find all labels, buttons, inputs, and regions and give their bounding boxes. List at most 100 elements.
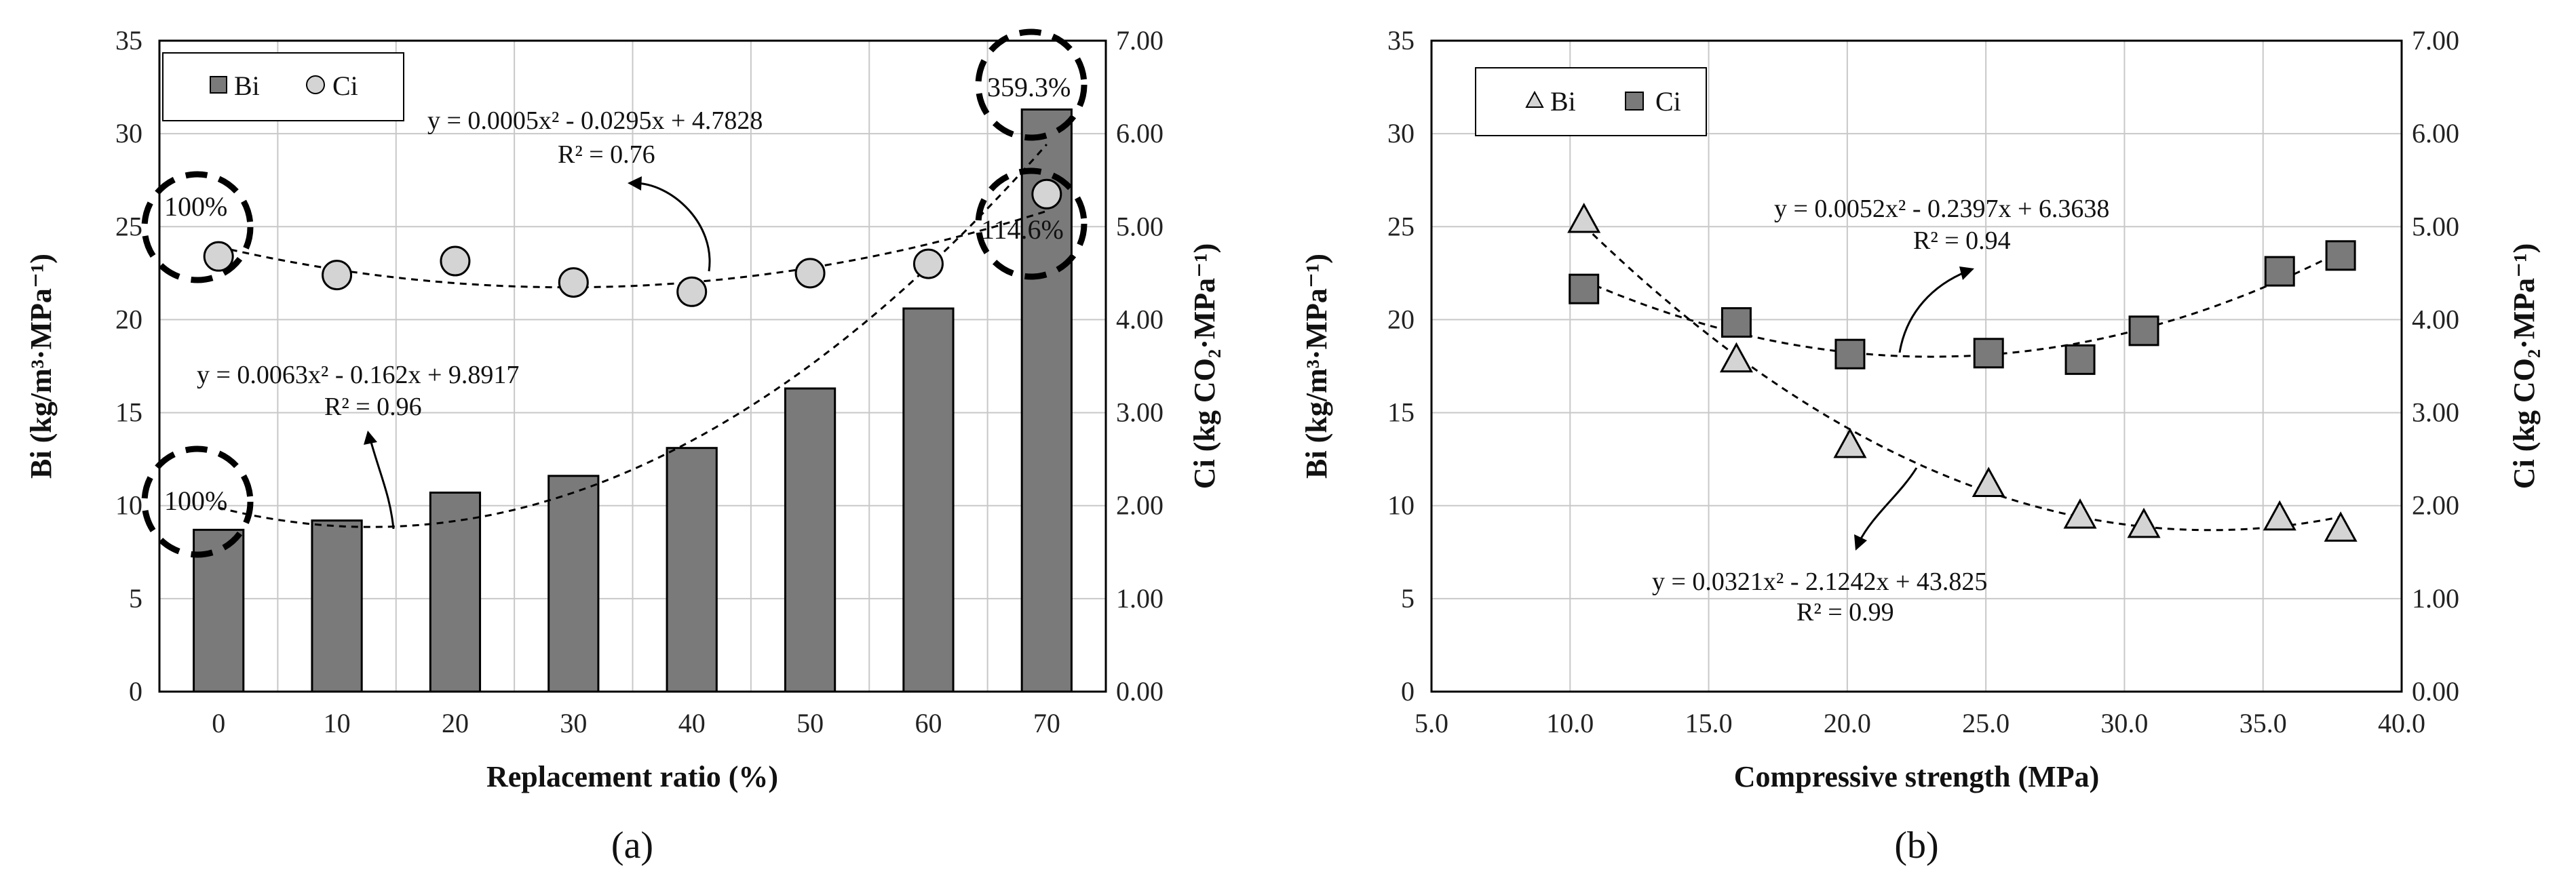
y-axis-title-right-b: Ci (kg CO₂·MPa⁻¹): [2507, 243, 2541, 489]
plot-area-a: [158, 39, 1107, 693]
annotation-359-bi: 359.3%: [987, 72, 1071, 102]
x-tick-label: 50: [796, 708, 824, 738]
x-tick-label: 25.0: [1962, 708, 2010, 738]
marker-bi: [2063, 498, 2097, 529]
legend-triangle-swatch: [1525, 90, 1544, 108]
x-tick-label: 0: [212, 708, 225, 738]
y-tick-label: 5: [1401, 583, 1415, 614]
y-tick-label-right: 2.00: [1116, 490, 1164, 521]
trendlines-a: [218, 144, 1047, 528]
y-tick-label: 0: [129, 676, 142, 707]
y-ticks-left-a: 0 5 10 15 20 25 30 35: [115, 25, 142, 707]
bars-bi: [193, 108, 1073, 693]
trendline-r2-bi: R² = 0.96: [324, 393, 422, 421]
markers-ci: [203, 178, 1062, 307]
y-ticks-left-b: 0 5 10 15 20 25 30 35: [1387, 25, 1415, 707]
marker-bi: [2127, 507, 2161, 538]
marker-ci: [2064, 344, 2096, 375]
y-ticks-right-b: 0.00 1.00 2.00 3.00 4.00 5.00 6.00 7.00: [2412, 25, 2459, 707]
trendline-ci: [218, 210, 1047, 289]
marker-ci: [2264, 256, 2295, 287]
y-tick-label: 35: [115, 25, 142, 56]
y-tick-label-right: 1.00: [1116, 583, 1164, 614]
legend-square-swatch: [1625, 92, 1644, 111]
y-tick-label-right: 1.00: [2412, 583, 2459, 614]
marker-ci: [2325, 240, 2356, 271]
legend-b: Bi Ci: [1475, 67, 1707, 136]
panel-label-a: (a): [611, 825, 653, 867]
y-tick-label: 30: [1387, 118, 1415, 148]
y-tick-label-right: 0.00: [1116, 676, 1164, 707]
marker-bi: [1833, 427, 1867, 458]
marker-bi: [2324, 511, 2358, 542]
x-tick-label: 30: [560, 708, 587, 738]
y-tick-label-right: 6.00: [2412, 118, 2459, 148]
x-tick-label: 10.0: [1546, 708, 1594, 738]
bar-bi: [311, 519, 363, 693]
marker-ci: [2128, 315, 2159, 346]
y-tick-label: 15: [115, 397, 142, 428]
pointer-arrow-ci: [1898, 270, 1968, 353]
y-tick-label: 25: [1387, 211, 1415, 241]
highlight-circle: [141, 171, 254, 283]
x-tick-label: 60: [915, 708, 942, 738]
legend-label-bi: Bi: [234, 71, 260, 101]
y-tick-label-right: 6.00: [1116, 118, 1164, 148]
marker-ci: [1569, 273, 1600, 304]
pointer-arrow-ci: [634, 182, 711, 272]
y-axis-title-left-b: Bi (kg/m³·MPa⁻¹): [1300, 254, 1333, 479]
arrowhead: [1854, 534, 1867, 551]
panel-label-b: (b): [1894, 825, 1938, 867]
x-tick-label: 40: [678, 708, 706, 738]
marker-ci: [794, 258, 826, 289]
legend-label-ci: Ci: [1655, 86, 1681, 117]
trendline-r2-ci: R² = 0.94: [1913, 226, 2011, 255]
y-tick-label-right: 0.00: [2412, 676, 2459, 707]
x-tick-label: 10: [324, 708, 351, 738]
annotation-114-ci: 114.6%: [981, 214, 1064, 245]
legend-box: [1475, 67, 1707, 136]
y-tick-label-right: 3.00: [1116, 397, 1164, 428]
marker-ci: [1031, 178, 1062, 210]
marker-bi: [1567, 202, 1601, 233]
legend-circle-swatch: [306, 75, 325, 94]
bar-bi: [547, 475, 600, 693]
x-tick-label: 35.0: [2239, 708, 2287, 738]
highlight-circle: [975, 167, 1088, 280]
marker-ci: [440, 245, 471, 277]
legend-label-ci: Ci: [332, 71, 358, 101]
y-tick-label: 5: [129, 583, 142, 614]
trendline-equation-ci: y = 0.0005x² - 0.0295x + 4.7828: [427, 106, 763, 135]
y-tick-label: 25: [115, 211, 142, 241]
y-tick-label-right: 7.00: [2412, 25, 2459, 56]
trendline-r2-ci: R² = 0.76: [558, 140, 655, 169]
y-tick-label-right: 4.00: [1116, 304, 1164, 334]
x-tick-label: 20: [442, 708, 469, 738]
pointer-arrow-bi: [368, 437, 395, 530]
x-ticks-b: 5.0 10.0 15.0 20.0 25.0 30.0 35.0 40.0: [1415, 708, 2425, 738]
chart-panel-a: 0 5 10 15 20 25 30 35 0.00 1.00 2.00 3.00 4.00 5.00 6…: [24, 25, 1221, 867]
y-axis-title-left-a: Bi (kg/m³·MPa⁻¹): [24, 254, 58, 479]
trendline-r2-bi: R² = 0.99: [1796, 598, 1894, 627]
x-tick-label: 5.0: [1415, 708, 1448, 738]
x-axis-title-a: Replacement ratio (%): [486, 760, 778, 793]
y-tick-label: 35: [1387, 25, 1415, 56]
marker-ci: [203, 241, 234, 272]
x-ticks-a: 0 10 20 30 40 50 60 70: [212, 708, 1060, 738]
trendline-equation-bi: y = 0.0321x² - 2.1242x + 43.825: [1652, 568, 1987, 596]
pointer-arrow-bi: [1858, 467, 1918, 543]
marker-ci: [1973, 338, 2004, 369]
bar-bi: [784, 387, 837, 693]
y-tick-label: 10: [1387, 490, 1415, 521]
marker-bi: [1972, 467, 2005, 498]
gridlines-a: [159, 40, 1106, 692]
bar-bi: [902, 307, 955, 693]
legend-bar-swatch: [210, 76, 227, 94]
annotation-100-bi: 100%: [164, 485, 227, 516]
x-tick-label: 30.0: [2100, 708, 2148, 738]
y-tick-label-right: 5.00: [2412, 211, 2459, 241]
bar-bi: [429, 492, 482, 693]
trendline-equation-ci: y = 0.0052x² - 0.2397x + 6.3638: [1774, 195, 2109, 223]
trendline-bi: [218, 144, 1047, 528]
